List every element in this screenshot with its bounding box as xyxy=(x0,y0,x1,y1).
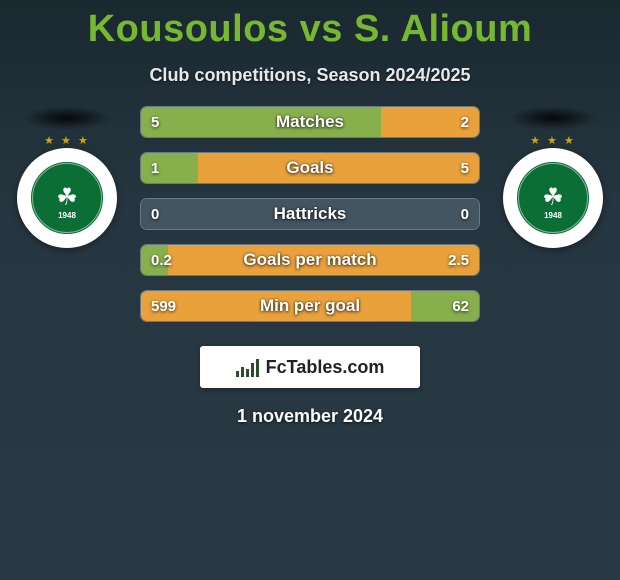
stat-bars: Matches52 Goals15 Hattricks00 Goals per mat… xyxy=(140,106,480,322)
fctables-logo: FcTables.com xyxy=(200,346,420,388)
stat-bar-right xyxy=(168,245,479,275)
badge-year: 1948 xyxy=(58,211,76,220)
player-placeholder-shadow xyxy=(22,106,112,130)
clover-icon: ☘ xyxy=(56,186,78,210)
stat-bar-right xyxy=(310,199,479,229)
page-title: Kousoulos vs S. Alioum xyxy=(0,0,620,51)
bar-chart-icon xyxy=(236,357,260,377)
badge-year: 1948 xyxy=(544,211,562,220)
stat-bar-left xyxy=(141,199,310,229)
right-club-column: ★ ★ ★ ☘ 1948 xyxy=(498,106,608,248)
player-placeholder-shadow xyxy=(508,106,598,130)
stat-row: Goals15 xyxy=(140,152,480,184)
stat-bar-right xyxy=(381,107,479,137)
left-club-column: ★ ★ ★ ☘ 1948 xyxy=(12,106,122,248)
stat-bar-left xyxy=(141,107,381,137)
stat-row: Hattricks00 xyxy=(140,198,480,230)
stat-bar-right xyxy=(198,153,479,183)
comparison-panel: ★ ★ ★ ☘ 1948 Matches52 Goals15 Hattricks00… xyxy=(0,106,620,322)
stat-row: Matches52 xyxy=(140,106,480,138)
stat-bar-left xyxy=(141,245,168,275)
left-club-badge: ★ ★ ★ ☘ 1948 xyxy=(17,148,117,248)
player1-name: Kousoulos xyxy=(88,8,289,50)
stat-bar-right xyxy=(411,291,479,321)
snapshot-date: 1 november 2024 xyxy=(0,406,620,427)
stat-row: Goals per match0.22.5 xyxy=(140,244,480,276)
stars-icon: ★ ★ ★ xyxy=(44,134,90,147)
clover-icon: ☘ xyxy=(542,186,564,210)
badge-ring: ☘ 1948 xyxy=(513,158,593,238)
badge-ring: ☘ 1948 xyxy=(27,158,107,238)
subtitle: Club competitions, Season 2024/2025 xyxy=(0,65,620,86)
stat-bar-left xyxy=(141,153,198,183)
logo-text: FcTables.com xyxy=(266,357,385,378)
stars-icon: ★ ★ ★ xyxy=(530,134,576,147)
vs-text: vs xyxy=(300,8,343,50)
stat-bar-left xyxy=(141,291,411,321)
right-club-badge: ★ ★ ★ ☘ 1948 xyxy=(503,148,603,248)
player2-name: S. Alioum xyxy=(354,8,532,50)
stat-row: Min per goal59962 xyxy=(140,290,480,322)
